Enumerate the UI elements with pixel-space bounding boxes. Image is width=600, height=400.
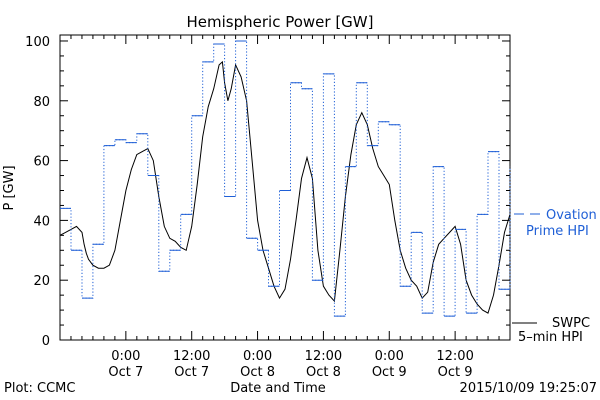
y-tick-label: 100 bbox=[25, 35, 50, 50]
series-ovation-prime-hpi bbox=[60, 40, 511, 317]
y-tick-label: 0 bbox=[42, 334, 50, 349]
legend-ovation-line1: Ovation bbox=[546, 208, 597, 223]
legend-ovation-line2: Prime HPI bbox=[526, 224, 589, 239]
legend-swpc-line2: 5–min HPI bbox=[518, 330, 583, 345]
x-tick-label-time: 0:00 bbox=[111, 349, 140, 364]
series-layer bbox=[59, 40, 511, 317]
legend: Ovation Prime HPI SWPC 5–min HPI bbox=[512, 208, 597, 345]
footer-timestamp: 2015/10/09 19:25:07 bbox=[460, 381, 597, 396]
x-tick-label-date: Oct 9 bbox=[438, 365, 473, 380]
x-tick-label-time: 0:00 bbox=[375, 349, 404, 364]
plot-frame bbox=[59, 34, 511, 341]
x-axis-label: Date and Time bbox=[230, 381, 326, 396]
y-axis-label: P [GW] bbox=[2, 165, 17, 210]
footer-plot-credit: Plot: CCMC bbox=[4, 381, 75, 396]
y-tick-label: 60 bbox=[33, 155, 50, 170]
x-tick-label-date: Oct 9 bbox=[372, 365, 407, 380]
x-tick-label-date: Oct 7 bbox=[108, 365, 143, 380]
legend-swpc-line1: SWPC bbox=[552, 316, 590, 331]
series-swpc-5min-hpi bbox=[59, 60, 511, 314]
plot-frame-group bbox=[59, 34, 511, 341]
y-axis: 0 20 40 60 80 100 bbox=[25, 35, 510, 349]
x-tick-label-date: Oct 8 bbox=[240, 365, 275, 380]
x-tick-label-time: 0:00 bbox=[243, 349, 272, 364]
x-tick-label-date: Oct 7 bbox=[174, 365, 209, 380]
x-tick-label-time: 12:00 bbox=[305, 349, 342, 364]
y-tick-label: 40 bbox=[33, 214, 50, 229]
y-tick-label: 80 bbox=[33, 95, 50, 110]
series-ovation-prime-hpi-levels bbox=[60, 40, 510, 317]
x-tick-label-time: 12:00 bbox=[173, 349, 210, 364]
x-tick-label-time: 12:00 bbox=[436, 349, 473, 364]
y-tick-label: 20 bbox=[33, 274, 50, 289]
chart-title: Hemispheric Power [GW] bbox=[187, 13, 374, 31]
x-tick-label-date: Oct 8 bbox=[306, 365, 341, 380]
